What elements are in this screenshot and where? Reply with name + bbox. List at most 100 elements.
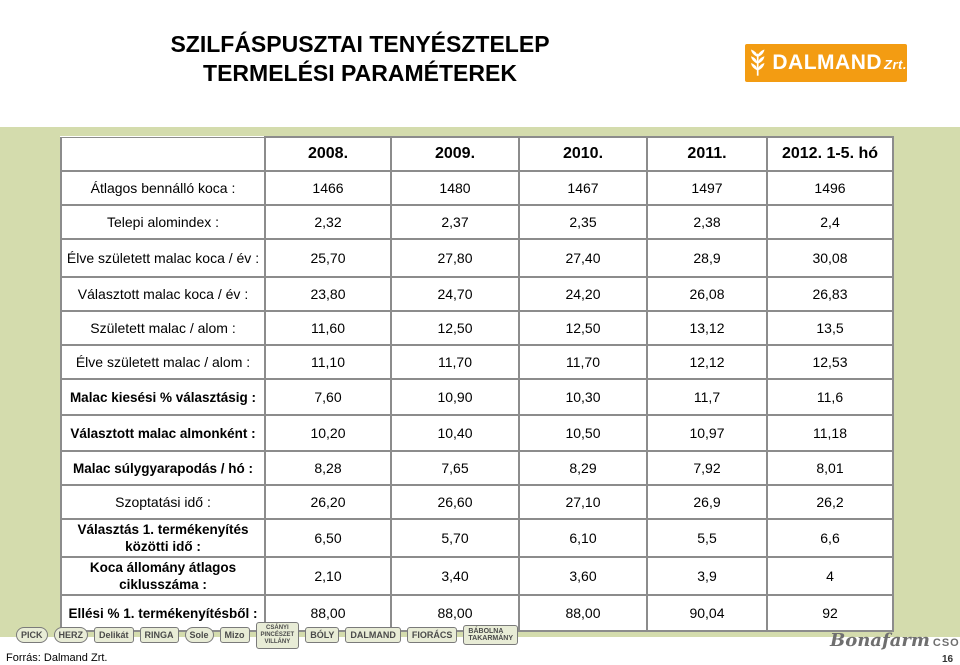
table-cell: 8,29 bbox=[518, 450, 648, 486]
table-cell: 27,80 bbox=[390, 238, 520, 278]
table-cell: 5,5 bbox=[646, 518, 768, 558]
table-cell: 1466 bbox=[264, 170, 392, 206]
table-row: Született malac / alom :11,60 12,50 12,50 1… bbox=[60, 310, 894, 346]
brand-logo: RINGA bbox=[139, 627, 179, 643]
page-title: SZILFÁSPUSZTAI TENYÉSZTELEP TERMELÉSI PA… bbox=[0, 30, 720, 88]
table-cell: 11,70 bbox=[518, 344, 648, 380]
row-label: Élve született malac koca / év : bbox=[60, 238, 266, 278]
logo-suffix: Zrt. bbox=[884, 57, 907, 72]
brand-logo-strip: PICK HERZ Delikát RINGA Sole Mizo CSÁNYI… bbox=[0, 620, 518, 650]
table-cell: 2,35 bbox=[518, 204, 648, 240]
table-cell: 3,60 bbox=[518, 556, 648, 596]
row-label: Átlagos bennálló koca : bbox=[60, 170, 266, 206]
table-cell: 2,32 bbox=[264, 204, 392, 240]
table-cell: 92 bbox=[766, 594, 894, 632]
table-header-row: 2008. 2009. 2010. 2011. 2012. 1-5. hó bbox=[60, 136, 894, 172]
table-cell: 90,04 bbox=[646, 594, 768, 632]
table-cell: 30,08 bbox=[766, 238, 894, 278]
table-cell: 24,70 bbox=[390, 276, 520, 312]
column-header: 2009. bbox=[390, 136, 520, 172]
table-cell: 2,10 bbox=[264, 556, 392, 596]
table-cell: 26,2 bbox=[766, 484, 894, 520]
brand-logo: DALMAND bbox=[345, 627, 401, 643]
column-header: 2011. bbox=[646, 136, 768, 172]
column-header: 2010. bbox=[518, 136, 648, 172]
header-corner bbox=[60, 136, 266, 172]
table-row: Malac kiesési % választásig :7,60 10,90 10… bbox=[60, 378, 894, 416]
table-cell: 1496 bbox=[766, 170, 894, 206]
logo-text: DALMAND Zrt. bbox=[772, 51, 907, 75]
row-label: Választott malac almonként : bbox=[60, 414, 266, 452]
brand-logo: Delikát bbox=[94, 627, 134, 643]
table-cell: 13,12 bbox=[646, 310, 768, 346]
table-cell: 11,70 bbox=[390, 344, 520, 380]
table-cell: 6,6 bbox=[766, 518, 894, 558]
table-cell: 12,53 bbox=[766, 344, 894, 380]
row-label: Koca állomány átlagos ciklusszáma : bbox=[60, 556, 266, 596]
source-note: Forrás: Dalmand Zrt. bbox=[6, 652, 108, 664]
table-row: Átlagos bennálló koca :1466 1480 1467 1497 1… bbox=[60, 170, 894, 206]
table-cell: 6,10 bbox=[518, 518, 648, 558]
table-cell: 3,9 bbox=[646, 556, 768, 596]
page-number: 16 bbox=[942, 654, 954, 665]
table-cell: 11,10 bbox=[264, 344, 392, 380]
table-cell: 2,37 bbox=[390, 204, 520, 240]
dalmand-logo: DALMAND Zrt. bbox=[745, 44, 907, 82]
table-row: Szoptatási idő :26,20 26,60 27,10 26,9 26,2 bbox=[60, 484, 894, 520]
table-cell: 4 bbox=[766, 556, 894, 596]
table-cell: 25,70 bbox=[264, 238, 392, 278]
table-cell: 26,20 bbox=[264, 484, 392, 520]
table-cell: 3,40 bbox=[390, 556, 520, 596]
table-cell: 2,4 bbox=[766, 204, 894, 240]
row-label: Választás 1. termékenyítés közötti idő : bbox=[60, 518, 266, 558]
table-cell: 88,00 bbox=[518, 594, 648, 632]
table-cell: 10,90 bbox=[390, 378, 520, 416]
table-cell: 7,60 bbox=[264, 378, 392, 416]
table-cell: 8,28 bbox=[264, 450, 392, 486]
table-row: Élve született malac koca / év :25,70 27,… bbox=[60, 238, 894, 278]
table-cell: 24,20 bbox=[518, 276, 648, 312]
title-line-2: TERMELÉSI PARAMÉTEREK bbox=[203, 60, 517, 86]
table-cell: 10,50 bbox=[518, 414, 648, 452]
table-row: Választott malac almonként :10,20 10,40 10… bbox=[60, 414, 894, 452]
row-label: Malac kiesési % választásig : bbox=[60, 378, 266, 416]
row-label: Ellési % 1. termékenyítésből : bbox=[60, 594, 266, 632]
table-cell: 26,60 bbox=[390, 484, 520, 520]
table-cell: 6,50 bbox=[264, 518, 392, 558]
brand-logo: Sole bbox=[184, 627, 214, 643]
table-cell: 7,65 bbox=[390, 450, 520, 486]
table-cell: 26,9 bbox=[646, 484, 768, 520]
brand-logo: CSÁNYI PINCÉSZET VILLÁNY bbox=[255, 621, 300, 649]
table-cell: 27,10 bbox=[518, 484, 648, 520]
brand-logo: FIORÁCS bbox=[406, 627, 458, 643]
table-cell: 26,83 bbox=[766, 276, 894, 312]
brand-logo: PICK bbox=[16, 627, 48, 643]
row-label: Választott malac koca / év : bbox=[60, 276, 266, 312]
table-cell: 12,50 bbox=[518, 310, 648, 346]
row-label: Született malac / alom : bbox=[60, 310, 266, 346]
table-row: Élve született malac / alom :11,10 11,70 1… bbox=[60, 344, 894, 380]
table-row: Koca állomány átlagos ciklusszáma :2,10 3… bbox=[60, 556, 894, 596]
column-header: 2008. bbox=[264, 136, 392, 172]
row-label: Malac súlygyarapodás / hó : bbox=[60, 450, 266, 486]
table-cell: 5,70 bbox=[390, 518, 520, 558]
logo-name: DALMAND bbox=[772, 51, 883, 74]
table-cell: 11,7 bbox=[646, 378, 768, 416]
table-cell: 28,9 bbox=[646, 238, 768, 278]
table-cell: 27,40 bbox=[518, 238, 648, 278]
wheat-icon bbox=[750, 49, 765, 76]
bonafarm-name: Bonafarm bbox=[830, 630, 930, 651]
brand-logo: BÓLY bbox=[305, 627, 340, 643]
table-row: Választott malac koca / év :23,80 24,70 24… bbox=[60, 276, 894, 312]
row-label: Élve született malac / alom : bbox=[60, 344, 266, 380]
table-cell: 26,08 bbox=[646, 276, 768, 312]
table-cell: 23,80 bbox=[264, 276, 392, 312]
table-cell: 10,20 bbox=[264, 414, 392, 452]
title-line-1: SZILFÁSPUSZTAI TENYÉSZTELEP bbox=[170, 31, 550, 57]
production-parameters-table: 2008. 2009. 2010. 2011. 2012. 1-5. hó Át… bbox=[60, 136, 894, 632]
bonafarm-group: CSOPORT bbox=[932, 637, 960, 649]
table-row: Választás 1. termékenyítés közötti idő :… bbox=[60, 518, 894, 558]
brand-logo: HERZ bbox=[53, 627, 89, 643]
table-cell: 8,01 bbox=[766, 450, 894, 486]
table-cell: 1480 bbox=[390, 170, 520, 206]
